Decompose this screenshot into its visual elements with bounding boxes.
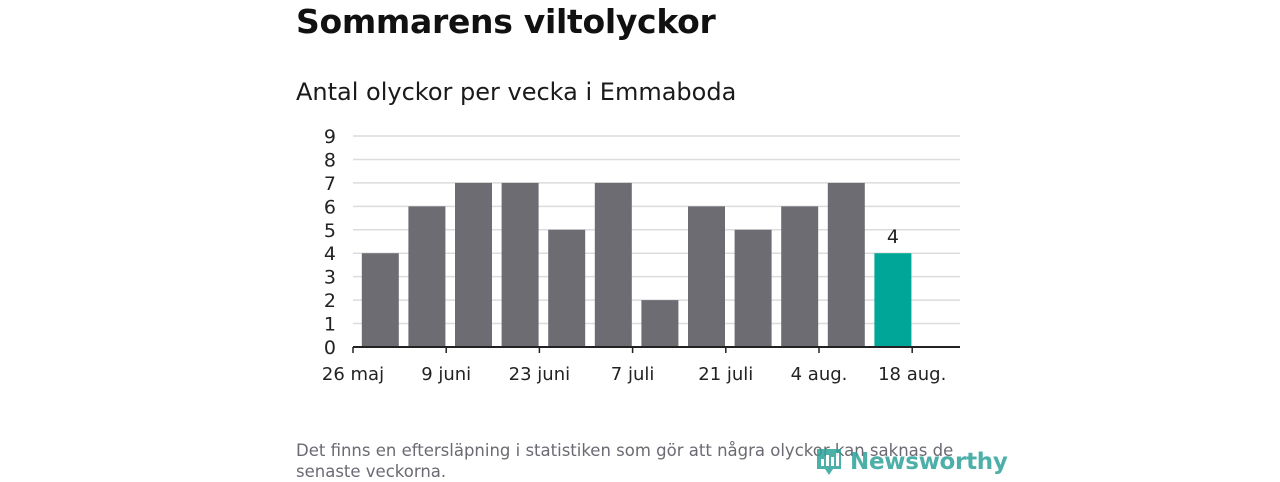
y-tick-label: 7 [324, 173, 336, 195]
brand-name: Newsworthy [850, 449, 1008, 475]
brand-logo: Newsworthy [814, 445, 1008, 479]
bar-v32 [827, 182, 865, 347]
chart-subtitle: Antal olyckor per vecka i Emmaboda [296, 78, 737, 106]
x-tick-label: 7 juli [611, 364, 655, 385]
y-tick-label: 6 [324, 196, 336, 218]
x-tick-label: 23 juni [509, 364, 570, 385]
y-tick-label: 2 [324, 290, 336, 312]
x-tick-label: 18 aug. [878, 364, 946, 385]
bar-v28 [641, 300, 679, 347]
y-tick-label: 8 [324, 149, 336, 171]
bar-v33 [874, 253, 912, 347]
bar-v30 [734, 229, 772, 347]
bar-v27 [594, 182, 632, 347]
y-tick-label: 5 [324, 220, 336, 242]
x-tick-label: 4 aug. [791, 364, 848, 385]
y-tick-label: 9 [324, 126, 336, 148]
y-tick-label: 0 [324, 337, 336, 359]
bar-v25 [501, 182, 539, 347]
bar-v22 [361, 253, 399, 347]
bar-v24 [455, 182, 492, 347]
y-tick-label: 1 [324, 314, 336, 336]
x-tick-label: 9 juni [421, 364, 471, 385]
data-label: 4 [887, 226, 899, 248]
x-axis: 26 maj 9 juni 23 juni 7 juli 21 juli 4 aug. 18… [322, 346, 960, 385]
x-tick-label: 21 juli [698, 364, 753, 385]
y-tick-label: 3 [324, 267, 336, 289]
x-tick-label: 26 maj [322, 364, 384, 385]
y-tick-label: 4 [324, 243, 336, 265]
bar-v29 [688, 206, 725, 347]
bar-v31 [781, 206, 819, 347]
bar-v23 [408, 206, 446, 347]
bar-chart-logo-icon [817, 449, 841, 475]
footnote: Det finns en eftersläpning i statistiken… [296, 441, 954, 481]
data-labels: 4 [887, 226, 899, 248]
bars [361, 182, 912, 347]
bar-v26 [548, 229, 586, 347]
chart-title: Sommarens viltolyckor [296, 2, 716, 41]
